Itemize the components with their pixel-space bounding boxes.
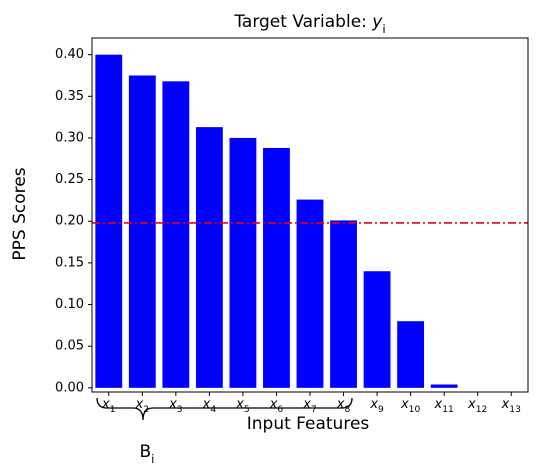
bar (95, 54, 123, 388)
annotation: Bi (140, 442, 155, 466)
x-tick-label: x5 (235, 397, 250, 415)
y-tick-label: 0.25 (55, 172, 84, 187)
bar (430, 384, 458, 388)
y-axis-label: PPS Scores (10, 167, 30, 260)
bar (363, 271, 391, 388)
x-tick-label: x4 (202, 397, 217, 415)
bar (296, 199, 324, 388)
x-tick-label: x13 (501, 397, 521, 415)
bar (397, 321, 425, 388)
bar (330, 220, 357, 388)
y-tick-label: 0.05 (55, 339, 84, 354)
y-tick-label: 0.15 (55, 255, 84, 270)
x-tick-label: x11 (434, 397, 454, 415)
y-tick-label: 0.10 (55, 297, 84, 312)
bar (195, 127, 223, 388)
x-tick-label: x10 (400, 397, 420, 415)
y-tick-label: 0.40 (55, 47, 84, 62)
y-tick-label: 0.20 (55, 214, 84, 229)
x-tick-label: x3 (168, 397, 183, 415)
y-tick-label: 0.30 (55, 130, 84, 145)
x-tick-label: x8 (336, 397, 351, 415)
x-tick-label: x2 (135, 397, 150, 415)
x-tick-label: x9 (369, 397, 384, 415)
x-tick-label: x7 (302, 397, 317, 415)
bar (263, 147, 290, 388)
bar (162, 81, 190, 388)
plot-frame (91, 37, 529, 393)
bar (229, 137, 257, 388)
y-tick-label: 0.00 (55, 380, 84, 395)
bar (128, 75, 156, 388)
x-tick-label: x6 (269, 397, 284, 415)
brace (96, 397, 353, 421)
x-tick-label: x12 (467, 397, 487, 415)
x-axis-label: Input Features (247, 414, 370, 434)
x-tick-label: x1 (101, 397, 116, 415)
y-tick-label: 0.35 (55, 89, 84, 104)
chart-title: Target Variable: yi (233, 12, 385, 36)
